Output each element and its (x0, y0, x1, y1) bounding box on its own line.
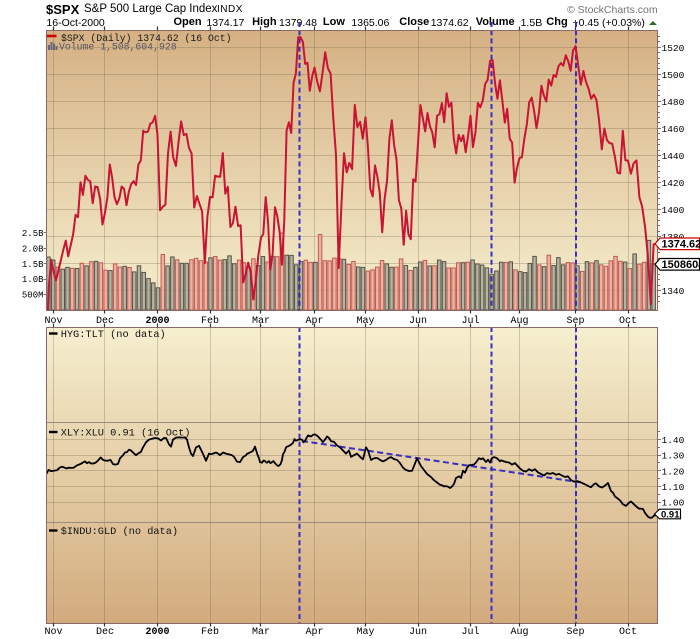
svg-text:Apr: Apr (305, 627, 323, 638)
svg-text:1.0B: 1.0B (22, 275, 44, 285)
svg-text:1340: 1340 (662, 286, 685, 297)
svg-text:Feb: Feb (201, 626, 219, 638)
svg-text:0.91: 0.91 (661, 509, 680, 520)
svg-text:2000: 2000 (145, 627, 169, 638)
svg-text:Jun: Jun (409, 316, 427, 327)
svg-text:1460: 1460 (662, 124, 685, 135)
svg-text:1.40: 1.40 (662, 435, 685, 446)
svg-text:1.10: 1.10 (662, 482, 685, 493)
svg-text:2000: 2000 (145, 316, 169, 327)
svg-text:1500: 1500 (662, 70, 685, 81)
svg-text:Nov: Nov (44, 627, 62, 638)
svg-text:Aug: Aug (510, 316, 528, 327)
svg-text:1.5B: 1.5B (22, 260, 44, 270)
svg-text:Sep: Sep (566, 627, 584, 638)
svg-text:1480: 1480 (662, 97, 685, 108)
svg-text:May: May (356, 627, 374, 638)
svg-text:Nov: Nov (44, 316, 62, 327)
svg-text:$SPX (Daily) 1374.62 (16 Oct): $SPX (Daily) 1374.62 (16 Oct) (61, 33, 232, 44)
svg-text:May: May (356, 316, 374, 327)
svg-text:HYG:TLT (no data): HYG:TLT (no data) (61, 329, 166, 341)
svg-text:$INDU:GLD (no data): $INDU:GLD (no data) (61, 526, 178, 538)
svg-text:1420: 1420 (662, 178, 685, 189)
svg-text:1400: 1400 (662, 205, 685, 216)
svg-text:Mar: Mar (252, 316, 270, 327)
svg-text:1520: 1520 (662, 43, 685, 54)
svg-text:1440: 1440 (662, 151, 685, 162)
svg-text:Jul: Jul (461, 626, 479, 638)
svg-text:1.00: 1.00 (662, 498, 685, 509)
svg-text:Volume 1,508,604,928: Volume 1,508,604,928 (59, 41, 177, 52)
svg-text:XLY:XLU 0.91 (16 Oct): XLY:XLU 0.91 (16 Oct) (61, 428, 191, 440)
svg-text:1508604: 1508604 (662, 259, 700, 271)
svg-text:1.20: 1.20 (662, 466, 685, 477)
svg-text:Dec: Dec (96, 316, 114, 327)
svg-text:Apr: Apr (305, 316, 323, 327)
svg-text:Dec: Dec (96, 627, 114, 638)
svg-text:2.0B: 2.0B (22, 244, 44, 254)
svg-text:Mar: Mar (252, 627, 270, 638)
svg-text:Feb: Feb (201, 315, 219, 327)
svg-text:2.5B: 2.5B (22, 229, 44, 239)
svg-text:Sep: Sep (566, 316, 584, 327)
svg-text:1.30: 1.30 (662, 451, 685, 462)
svg-text:Jun: Jun (409, 627, 427, 638)
svg-text:1374.62: 1374.62 (662, 239, 700, 251)
svg-text:Oct: Oct (619, 627, 637, 638)
svg-text:Jul: Jul (461, 315, 479, 327)
svg-text:Oct: Oct (619, 316, 637, 327)
svg-text:Aug: Aug (510, 627, 528, 638)
svg-text:500M: 500M (22, 291, 44, 301)
